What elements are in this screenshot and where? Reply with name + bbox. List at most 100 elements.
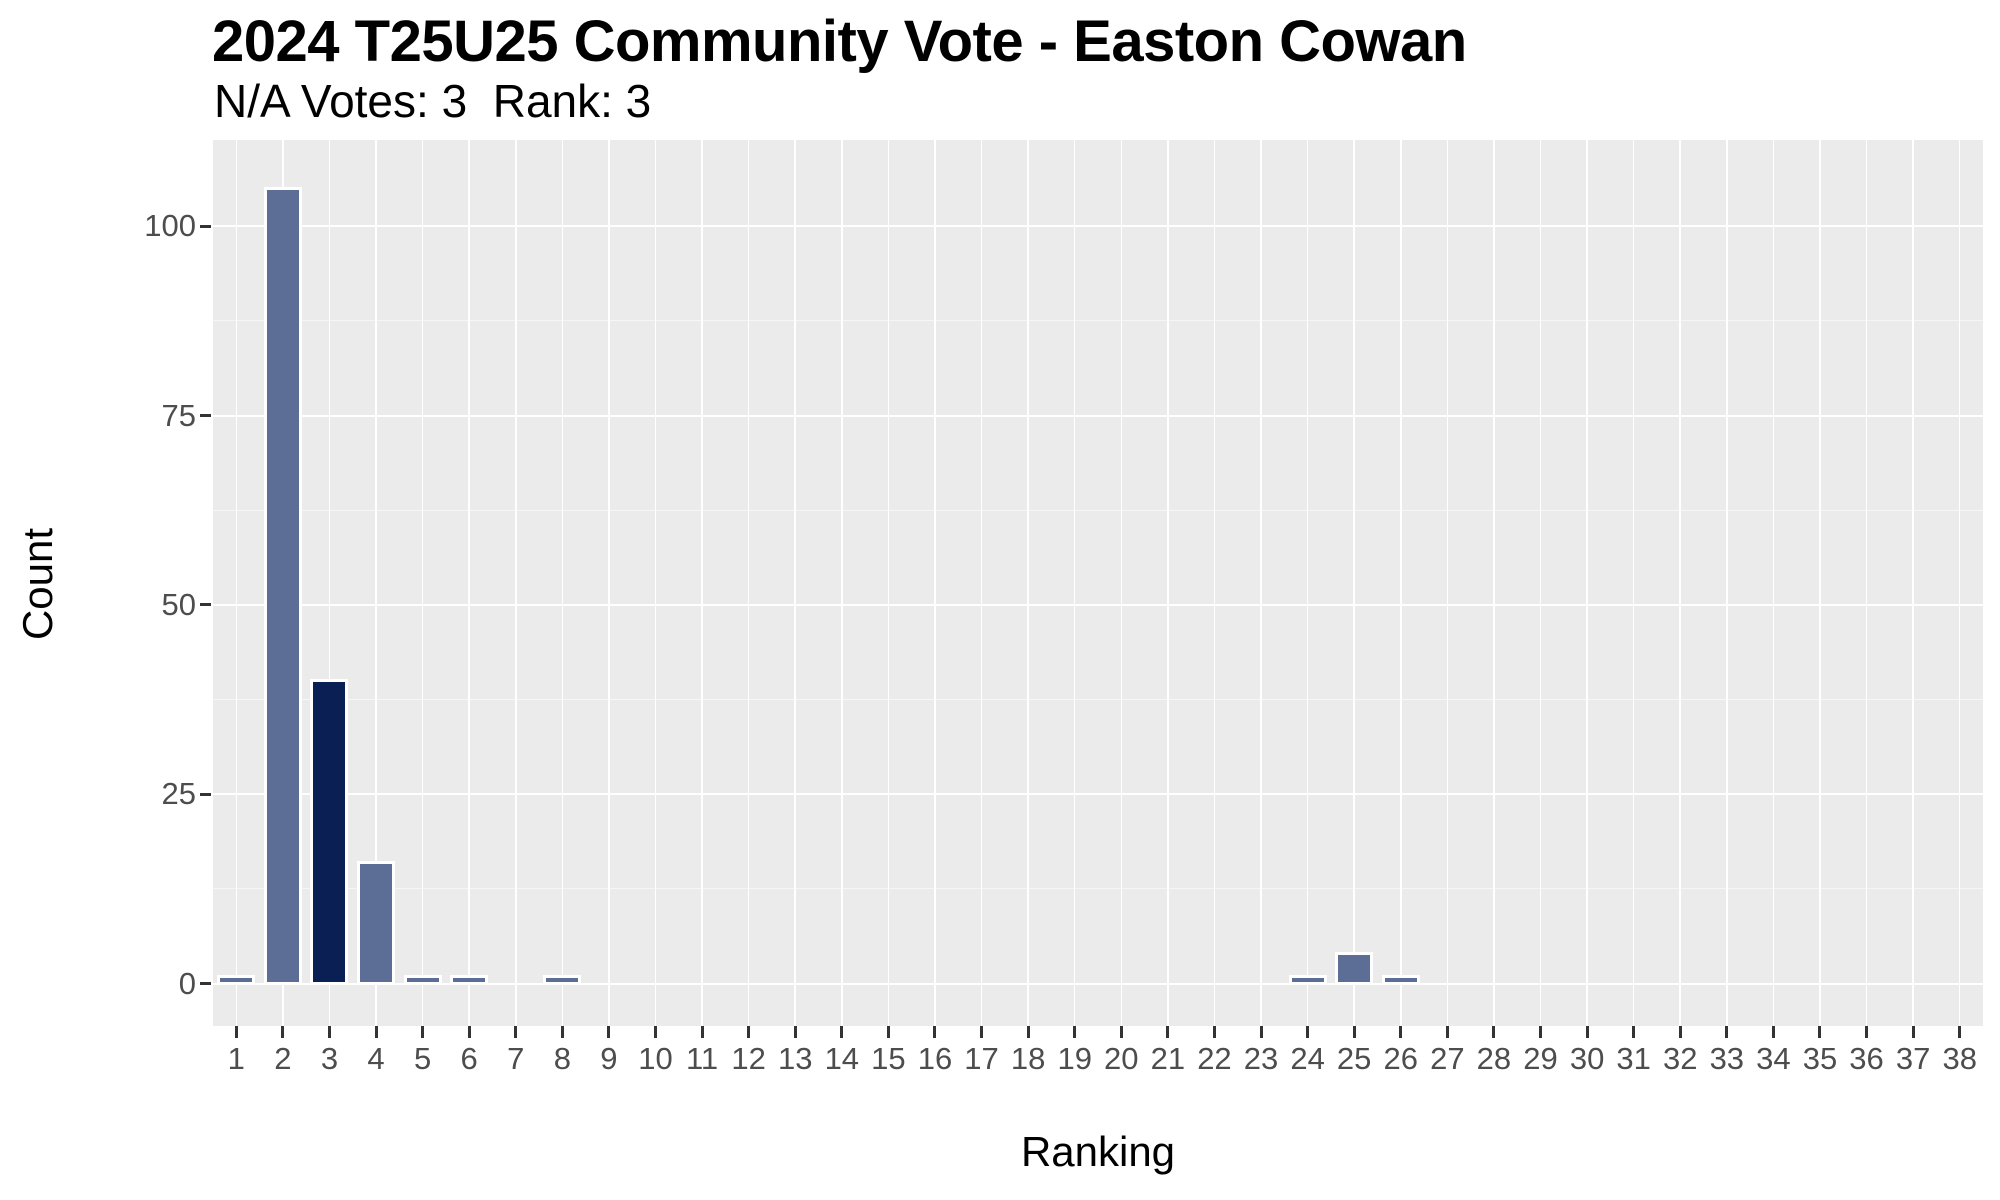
bar-rank-3 [310, 679, 349, 986]
x-tick-mark [1306, 1026, 1310, 1038]
gridline-minor [213, 509, 1983, 511]
gridline-vertical [1819, 140, 1821, 1026]
gridline-vertical [1772, 140, 1775, 1026]
x-tick-label: 18 [1010, 1041, 1046, 1076]
gridline-vertical [1167, 140, 1169, 1026]
x-tick-mark [514, 1026, 518, 1038]
gridline-vertical [1213, 140, 1216, 1026]
gridline-vertical [515, 140, 517, 1026]
x-tick-label: 37 [1895, 1041, 1931, 1076]
x-tick-label: 10 [638, 1041, 673, 1076]
gridline-vertical [328, 140, 331, 1026]
x-tick-mark [1725, 1026, 1729, 1038]
x-tick-label: 5 [413, 1041, 432, 1076]
x-tick-mark [281, 1026, 285, 1038]
gridline-vertical [561, 140, 564, 1026]
x-tick-label: 15 [871, 1041, 906, 1076]
gridline-vertical [1306, 140, 1309, 1026]
x-tick-mark [747, 1026, 751, 1038]
y-tick-mark [200, 982, 211, 986]
x-tick-mark [327, 1026, 331, 1038]
gridline-major [213, 225, 1983, 228]
x-tick-mark [1445, 1026, 1449, 1038]
y-tick-mark [200, 792, 211, 796]
gridline-vertical [747, 140, 750, 1026]
bar-rank-6 [450, 974, 489, 986]
gridline-vertical [934, 140, 936, 1026]
gridline-vertical [1073, 140, 1076, 1026]
x-tick-label: 7 [507, 1041, 525, 1076]
x-tick-label: 3 [320, 1041, 339, 1076]
x-tick-mark [607, 1026, 611, 1038]
y-axis-title: Count [14, 527, 61, 641]
x-tick-mark [840, 1026, 844, 1038]
x-tick-label: 16 [917, 1041, 953, 1076]
gridline-vertical [375, 140, 377, 1026]
gridline-minor [213, 320, 1983, 322]
gridline-vertical [1120, 140, 1123, 1026]
gridline-vertical [1679, 140, 1681, 1026]
bar-rank-25 [1335, 951, 1374, 986]
x-tick-label: 29 [1523, 1041, 1558, 1076]
x-tick-mark [1399, 1026, 1403, 1038]
gridline-vertical [701, 140, 703, 1026]
gridline-vertical [887, 140, 890, 1026]
gridline-vertical [235, 140, 238, 1026]
y-tick-label: 100 [144, 208, 196, 244]
x-tick-label: 21 [1150, 1041, 1186, 1076]
x-tick-mark [1026, 1026, 1030, 1038]
gridline-vertical [608, 140, 610, 1026]
x-tick-label: 13 [777, 1041, 813, 1076]
x-tick-mark [1073, 1026, 1077, 1038]
gridline-major [213, 793, 1983, 796]
x-tick-label: 9 [600, 1041, 618, 1076]
x-tick-mark [560, 1026, 564, 1038]
x-tick-label: 23 [1243, 1041, 1279, 1076]
x-tick-mark [234, 1026, 238, 1038]
x-tick-label: 14 [824, 1041, 860, 1076]
gridline-vertical [1493, 140, 1495, 1026]
chart-subtitle: N/A Votes: 3 Rank: 3 [214, 75, 652, 127]
bar-rank-4 [357, 860, 396, 986]
x-tick-mark [1911, 1026, 1915, 1038]
bar-rank-1 [217, 974, 256, 986]
x-tick-label: 4 [367, 1041, 385, 1076]
x-tick-label: 22 [1197, 1041, 1232, 1076]
gridline-major [213, 603, 1983, 606]
bar-rank-5 [403, 974, 442, 986]
x-tick-mark [1632, 1026, 1636, 1038]
y-tick-label: 0 [178, 965, 196, 1001]
gridline-vertical [794, 140, 796, 1026]
x-tick-mark [1678, 1026, 1682, 1038]
x-tick-label: 12 [731, 1041, 766, 1076]
x-tick-label: 30 [1569, 1041, 1605, 1076]
x-tick-label: 20 [1104, 1041, 1139, 1076]
x-tick-mark [1259, 1026, 1263, 1038]
x-tick-mark [1119, 1026, 1123, 1038]
x-tick-label: 31 [1616, 1041, 1651, 1076]
x-tick-label: 28 [1476, 1041, 1512, 1076]
x-tick-mark [1585, 1026, 1589, 1038]
x-tick-label: 19 [1057, 1041, 1092, 1076]
x-tick-label: 11 [685, 1041, 719, 1076]
x-tick-label: 8 [553, 1041, 571, 1076]
x-tick-label: 38 [1942, 1041, 1977, 1076]
x-tick-mark [421, 1026, 425, 1038]
bar-rank-24 [1288, 974, 1327, 986]
x-axis-title: Ranking [1020, 1128, 1176, 1175]
x-tick-label: 33 [1709, 1041, 1745, 1076]
x-tick-mark [1492, 1026, 1496, 1038]
gridline-vertical [1632, 140, 1635, 1026]
x-tick-label: 32 [1662, 1041, 1698, 1076]
bar-rank-8 [543, 974, 582, 986]
x-tick-label: 1 [227, 1041, 245, 1076]
y-tick-label: 75 [161, 397, 196, 433]
gridline-vertical [980, 140, 983, 1026]
gridline-vertical [1027, 140, 1029, 1026]
y-tick-mark [200, 414, 211, 418]
x-tick-label: 6 [460, 1041, 478, 1076]
x-tick-mark [1771, 1026, 1775, 1038]
gridline-vertical [1912, 140, 1914, 1026]
x-tick-label: 26 [1383, 1041, 1418, 1076]
